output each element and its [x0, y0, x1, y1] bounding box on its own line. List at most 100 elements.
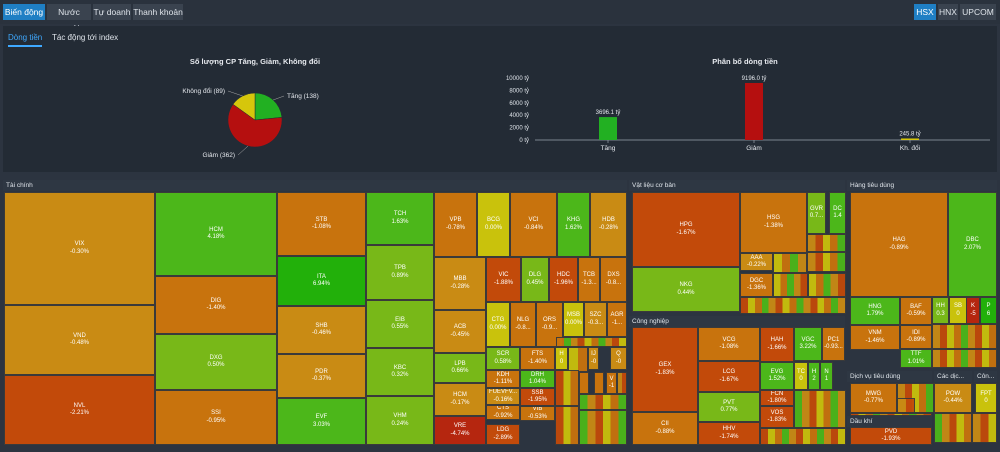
stock-tile-ldg[interactable]: LDG -2.89%: [486, 424, 520, 445]
stock-tile-hag[interactable]: HAG -0.89%: [850, 192, 948, 297]
minor-stock-cluster[interactable]: [807, 234, 846, 252]
minor-stock-cluster[interactable]: [556, 337, 627, 347]
stock-tile-baf[interactable]: BAF -0.59%: [900, 297, 932, 325]
minor-stock-cluster[interactable]: [555, 406, 579, 445]
stock-tile-mwg[interactable]: MWG -0.77%: [850, 383, 897, 413]
stock-tile-fuevfv[interactable]: FUEVFV... -0.16%: [486, 388, 520, 405]
stock-tile-hh[interactable]: HH 0.3: [932, 297, 949, 324]
minor-stock-cluster[interactable]: [934, 413, 972, 443]
stock-tile-ij[interactable]: IJ -0: [588, 347, 599, 370]
stock-tile-sb[interactable]: SB 0: [949, 297, 967, 324]
minor-stock-cluster[interactable]: [760, 428, 846, 445]
stock-tile-dc[interactable]: DC 1.4: [829, 192, 846, 234]
stock-tile-mbb[interactable]: MBB -0.28%: [434, 257, 486, 310]
minor-stock-cluster[interactable]: [794, 390, 846, 428]
stock-tile-vhm[interactable]: VHM 0.24%: [366, 396, 434, 445]
bar-1[interactable]: [745, 82, 763, 140]
stock-tile-tpb[interactable]: TPB 0.89%: [366, 245, 434, 300]
tab-bien-dong[interactable]: Biến động: [3, 4, 45, 20]
stock-tile-tcb[interactable]: TCB -1.3...: [578, 257, 600, 302]
stock-tile-hng[interactable]: HNG 1.79%: [850, 297, 900, 325]
stock-tile-hdb[interactable]: HDB -0.28%: [590, 192, 627, 257]
minor-stock-cluster[interactable]: [568, 347, 588, 372]
stock-tile-vnm[interactable]: VNM -1.46%: [850, 325, 900, 350]
exchange-hsx[interactable]: HSX: [914, 4, 936, 20]
minor-stock-cluster[interactable]: [850, 413, 932, 416]
stock-tile-ita[interactable]: ITA 6.94%: [277, 256, 366, 306]
minor-stock-cluster[interactable]: [773, 253, 807, 273]
stock-tile-vre[interactable]: VRE -4.74%: [434, 416, 486, 445]
stock-tile-msb[interactable]: MSB 0.00%: [563, 302, 584, 337]
stock-tile-kdh[interactable]: KDH -1.11%: [486, 370, 520, 388]
tab-thanh-khoan[interactable]: Thanh khoản: [133, 4, 183, 20]
stock-tile-tc[interactable]: TC 0: [794, 362, 808, 390]
stock-tile-bcg[interactable]: BCG 0.00%: [477, 192, 510, 257]
stock-tile-fcn[interactable]: FCN -1.80%: [760, 390, 794, 406]
stock-tile-gex[interactable]: GEX -1.83%: [632, 327, 698, 412]
pie-slice-giam[interactable]: [227, 103, 283, 148]
stock-tile-cii[interactable]: CII -0.88%: [632, 412, 698, 445]
stock-tile-drh[interactable]: DRH 1.04%: [520, 370, 555, 388]
stock-tile-dbc[interactable]: DBC 2.07%: [948, 192, 997, 297]
stock-tile-pvd[interactable]: PVD -1.93%: [850, 427, 932, 445]
minor-stock-cluster[interactable]: [807, 252, 846, 272]
stock-tile-hsg[interactable]: HSG -1.38%: [740, 192, 807, 253]
stock-tile-cts[interactable]: CTS -0.92%: [486, 405, 520, 420]
stock-tile-nlg[interactable]: NLG -0.8...: [510, 302, 536, 347]
stock-tile-dgc[interactable]: DGC -1.36%: [740, 273, 773, 297]
stock-tile-fts[interactable]: FTS -1.40%: [520, 347, 555, 370]
stock-tile-aaa[interactable]: AAA -0.22%: [740, 253, 773, 271]
stock-tile-dig[interactable]: DIG -1.40%: [155, 276, 277, 334]
minor-stock-cluster[interactable]: [555, 370, 579, 406]
stock-tile-pc1[interactable]: PC1 -0.93...: [822, 327, 845, 361]
stock-tile-vic[interactable]: VIC -1.88%: [486, 257, 521, 302]
stock-tile-kbc[interactable]: KBC 0.32%: [366, 348, 434, 396]
stock-tile-hah[interactable]: HAH -1.66%: [760, 327, 794, 362]
stock-tile-dxg[interactable]: DXG 0.50%: [155, 334, 277, 390]
stock-tile-fpt[interactable]: FPT 0: [975, 383, 997, 413]
minor-stock-cluster[interactable]: [579, 410, 627, 445]
minor-stock-cluster[interactable]: [617, 372, 627, 394]
stock-tile-stb[interactable]: STB -1.08%: [277, 192, 366, 256]
stock-tile-vci[interactable]: VCI -0.84%: [510, 192, 557, 257]
bar-2[interactable]: [901, 138, 919, 140]
stock-tile-vnd[interactable]: VND -0.48%: [4, 305, 155, 375]
bar-0[interactable]: [599, 117, 617, 140]
stock-tile-hcm[interactable]: HCM -0.17%: [434, 383, 486, 416]
stock-tile-q[interactable]: Q -0: [610, 347, 627, 370]
minor-stock-cluster[interactable]: [897, 398, 915, 413]
tab-tu-doanh[interactable]: Tự doanh: [93, 4, 131, 20]
stock-tile-gvr[interactable]: GVR 0.7...: [807, 192, 826, 234]
stock-tile-vcg[interactable]: VCG -1.08%: [698, 327, 760, 361]
stock-tile-dlg[interactable]: DLG 0.45%: [521, 257, 549, 302]
stock-tile-nvl[interactable]: NVL -2.21%: [4, 375, 155, 445]
stock-tile-ctg[interactable]: CTG 0.00%: [486, 302, 510, 347]
stock-tile-vgc[interactable]: VGC 3.22%: [794, 327, 822, 361]
stock-tile-hdc[interactable]: HDC -1.96%: [549, 257, 578, 302]
subtab-tac-dong[interactable]: Tác động tới index: [52, 33, 119, 42]
exchange-hnx[interactable]: HNX: [938, 4, 958, 20]
pie-slice-tang[interactable]: [254, 92, 283, 121]
stock-tile-eib[interactable]: EIB 0.55%: [366, 300, 434, 348]
stock-tile-idi[interactable]: IDI -0.89%: [900, 325, 932, 349]
stock-tile-dxs[interactable]: DXS -0.8...: [600, 257, 627, 302]
stock-tile-vos[interactable]: VOS -1.83%: [760, 406, 794, 428]
minor-stock-cluster[interactable]: [808, 273, 846, 297]
stock-tile-ttf[interactable]: TTF 1.01%: [900, 349, 932, 368]
stock-tile-evf[interactable]: EVF 3.03%: [277, 398, 366, 445]
stock-tile-agr[interactable]: AGR -1...: [607, 302, 627, 337]
stock-tile-evg[interactable]: EVG 1.52%: [760, 362, 794, 390]
stock-tile-khg[interactable]: KHG 1.62%: [557, 192, 590, 257]
stock-tile-v[interactable]: V -1: [606, 372, 617, 394]
stock-tile-ssb[interactable]: SSB -1.95%: [520, 388, 555, 406]
stock-tile-pdr[interactable]: PDR -0.37%: [277, 354, 366, 398]
minor-stock-cluster[interactable]: [932, 324, 997, 349]
subtab-dong-tien[interactable]: Dòng tiền: [8, 33, 43, 47]
stock-tile-pvt[interactable]: PVT 0.77%: [698, 392, 760, 422]
minor-stock-cluster[interactable]: [740, 297, 846, 314]
stock-tile-bi[interactable]: [579, 372, 589, 394]
